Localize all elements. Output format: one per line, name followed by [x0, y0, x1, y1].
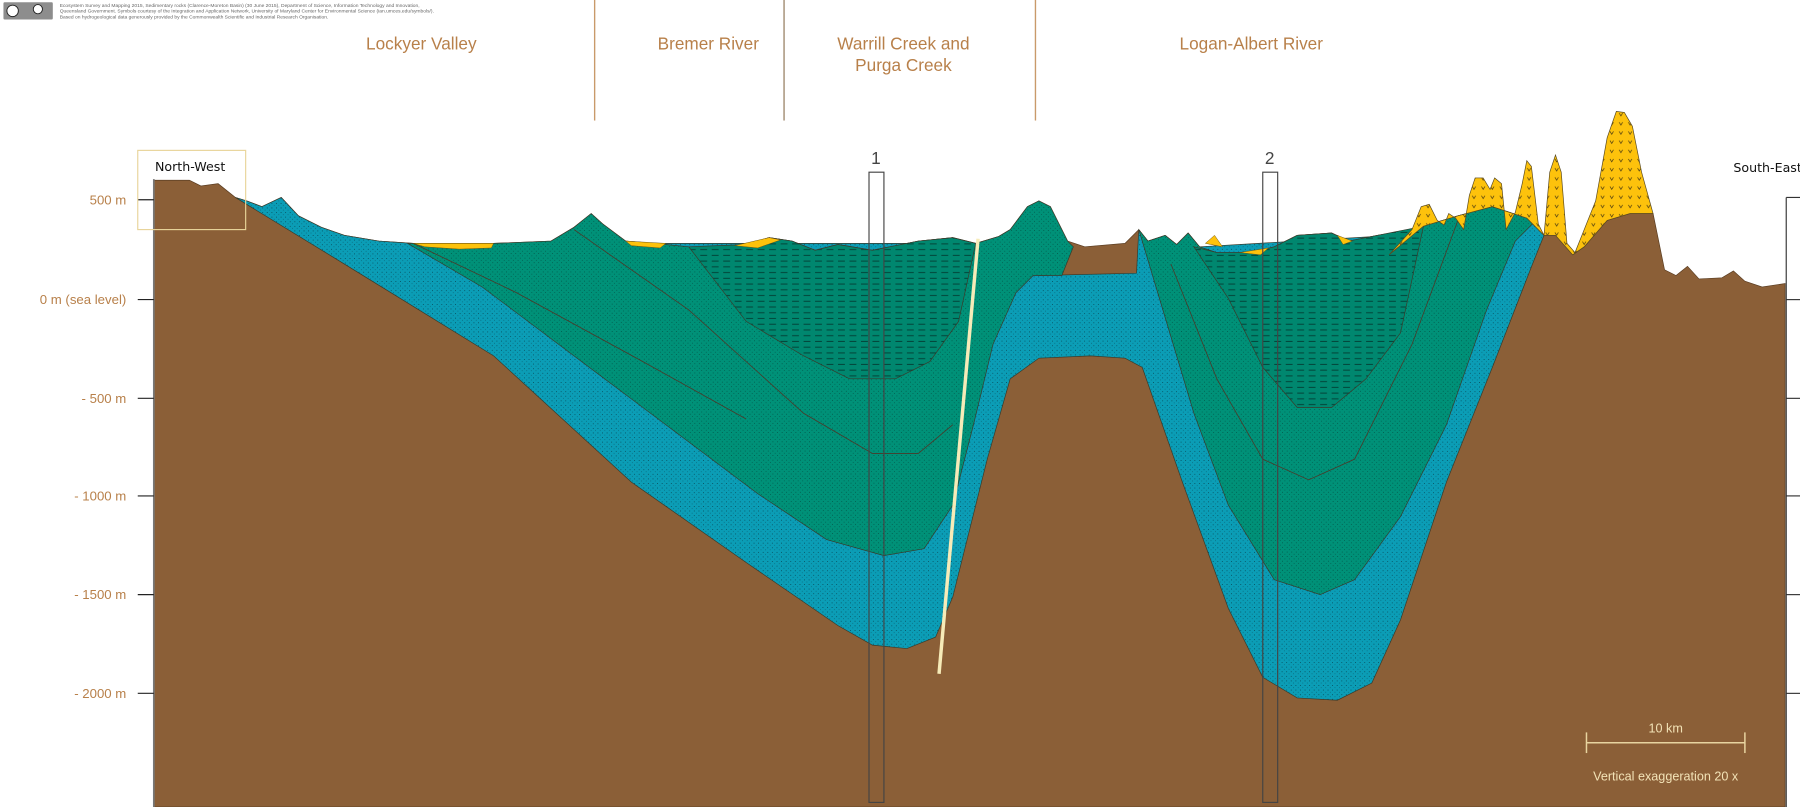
- alluvium: [413, 234, 1353, 256]
- volcanic-rock: [1388, 110, 1654, 256]
- scale-bar: [1585, 732, 1746, 754]
- region-purga-creek: Purga Creek: [855, 55, 952, 75]
- attribution-line: Ecosystem Survey and Mapping 2015, Sedim…: [60, 3, 420, 9]
- region-warrill-creek: Warrill Creek and: [837, 33, 969, 53]
- region-bremer-river: Bremer River: [658, 33, 760, 53]
- borehole-1: 1: [868, 148, 885, 803]
- cc-icon: [6, 4, 19, 18]
- axis-tick-label: - 500 m: [82, 391, 127, 406]
- vertical-exaggeration-label: Vertical exaggeration 20 x: [1593, 770, 1739, 784]
- region-headers: Lockyer Valley Bremer River Warrill Cree…: [366, 0, 1323, 121]
- attribution-line: Based on hydrogeological data generously…: [60, 14, 329, 20]
- elevation-axis: 500 m 0 m (sea level) - 500 m - 1000 m -…: [40, 179, 155, 807]
- direction-north-west: North-West: [155, 159, 225, 174]
- right-elevation-axis: [1785, 196, 1800, 807]
- region-lockyer-valley: Lockyer Valley: [366, 33, 477, 53]
- axis-tick-label: 0 m (sea level): [40, 292, 126, 307]
- borehole-label: 1: [871, 148, 881, 168]
- axis-tick-label: - 2000 m: [74, 686, 126, 701]
- direction-south-east: South-East: [1733, 160, 1800, 175]
- attribution: Ecosystem Survey and Mapping 2015, Sedim…: [3, 2, 434, 20]
- fault-line: [937, 238, 980, 674]
- borehole-2: 2: [1262, 148, 1279, 803]
- axis-tick-label: - 1000 m: [74, 489, 126, 504]
- north-west-highlight-box: [137, 149, 247, 231]
- attribution-line: Queensland Government. Symbols courtesy …: [60, 9, 434, 15]
- mudstone-basin-1: [688, 237, 977, 380]
- by-icon: [32, 4, 43, 15]
- scale-bar-label: 10 km: [1649, 721, 1683, 735]
- axis-tick-label: 500 m: [90, 192, 127, 207]
- formation-contacts: [413, 220, 1459, 481]
- axis-tick-label: - 1500 m: [74, 587, 126, 602]
- region-logan-albert-river: Logan-Albert River: [1180, 33, 1324, 53]
- borehole-label: 2: [1265, 148, 1275, 168]
